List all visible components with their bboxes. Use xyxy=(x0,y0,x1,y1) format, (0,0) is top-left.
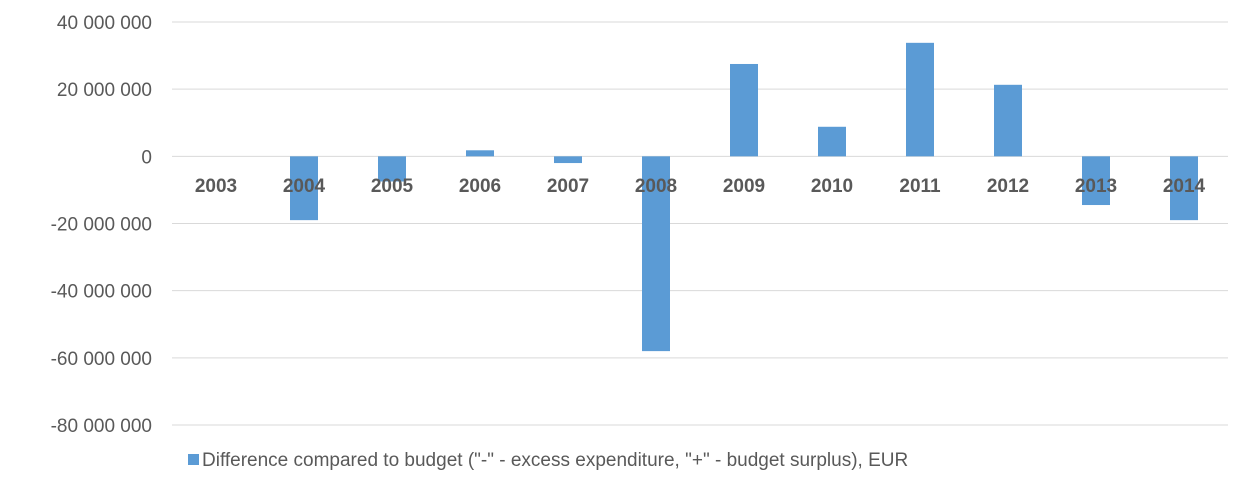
legend-label: Difference compared to budget ("-" - exc… xyxy=(202,450,908,471)
x-category-label: 2010 xyxy=(811,176,853,197)
x-category-label: 2013 xyxy=(1075,176,1117,197)
x-category-label: 2007 xyxy=(547,176,589,197)
y-tick-label: -20 000 000 xyxy=(51,215,152,236)
bar-2014 xyxy=(1170,156,1198,221)
x-category-label: 2003 xyxy=(195,176,237,197)
bar-2009 xyxy=(730,63,758,157)
bar-2013 xyxy=(1082,156,1110,206)
x-category-label: 2012 xyxy=(987,176,1029,197)
legend: Difference compared to budget ("-" - exc… xyxy=(188,450,908,471)
x-category-label: 2011 xyxy=(899,176,941,197)
x-category-label: 2006 xyxy=(459,176,501,197)
bar-2010 xyxy=(818,126,846,157)
x-category-label: 2014 xyxy=(1163,176,1206,197)
bar-2011 xyxy=(906,42,934,157)
bar-2004 xyxy=(290,156,318,221)
bars xyxy=(290,42,1198,352)
bar-2012 xyxy=(994,84,1022,157)
bar-2006 xyxy=(466,150,494,157)
gridlines xyxy=(172,21,1228,426)
bar-2005 xyxy=(378,156,406,182)
y-tick-label: -40 000 000 xyxy=(51,282,152,303)
y-tick-label: 40 000 000 xyxy=(57,13,152,34)
y-axis-tick-labels: 40 000 000 20 000 000 0 -20 000 000 -40 000 … xyxy=(51,13,152,437)
x-category-label: 2004 xyxy=(283,176,326,197)
bar-2008 xyxy=(642,156,670,352)
bar-2007 xyxy=(554,156,582,164)
y-tick-label: 0 xyxy=(141,147,152,168)
y-tick-label: 20 000 000 xyxy=(57,80,152,101)
x-axis-category-labels: 2003 2004 2005 2006 2007 2008 2009 2010 2011 2012… xyxy=(195,176,1206,197)
legend-swatch xyxy=(188,454,199,465)
y-tick-label: -80 000 000 xyxy=(51,416,152,437)
x-category-label: 2005 xyxy=(371,176,414,197)
x-category-label: 2008 xyxy=(635,176,677,197)
y-tick-label: -60 000 000 xyxy=(51,349,152,370)
x-category-label: 2009 xyxy=(723,176,765,197)
